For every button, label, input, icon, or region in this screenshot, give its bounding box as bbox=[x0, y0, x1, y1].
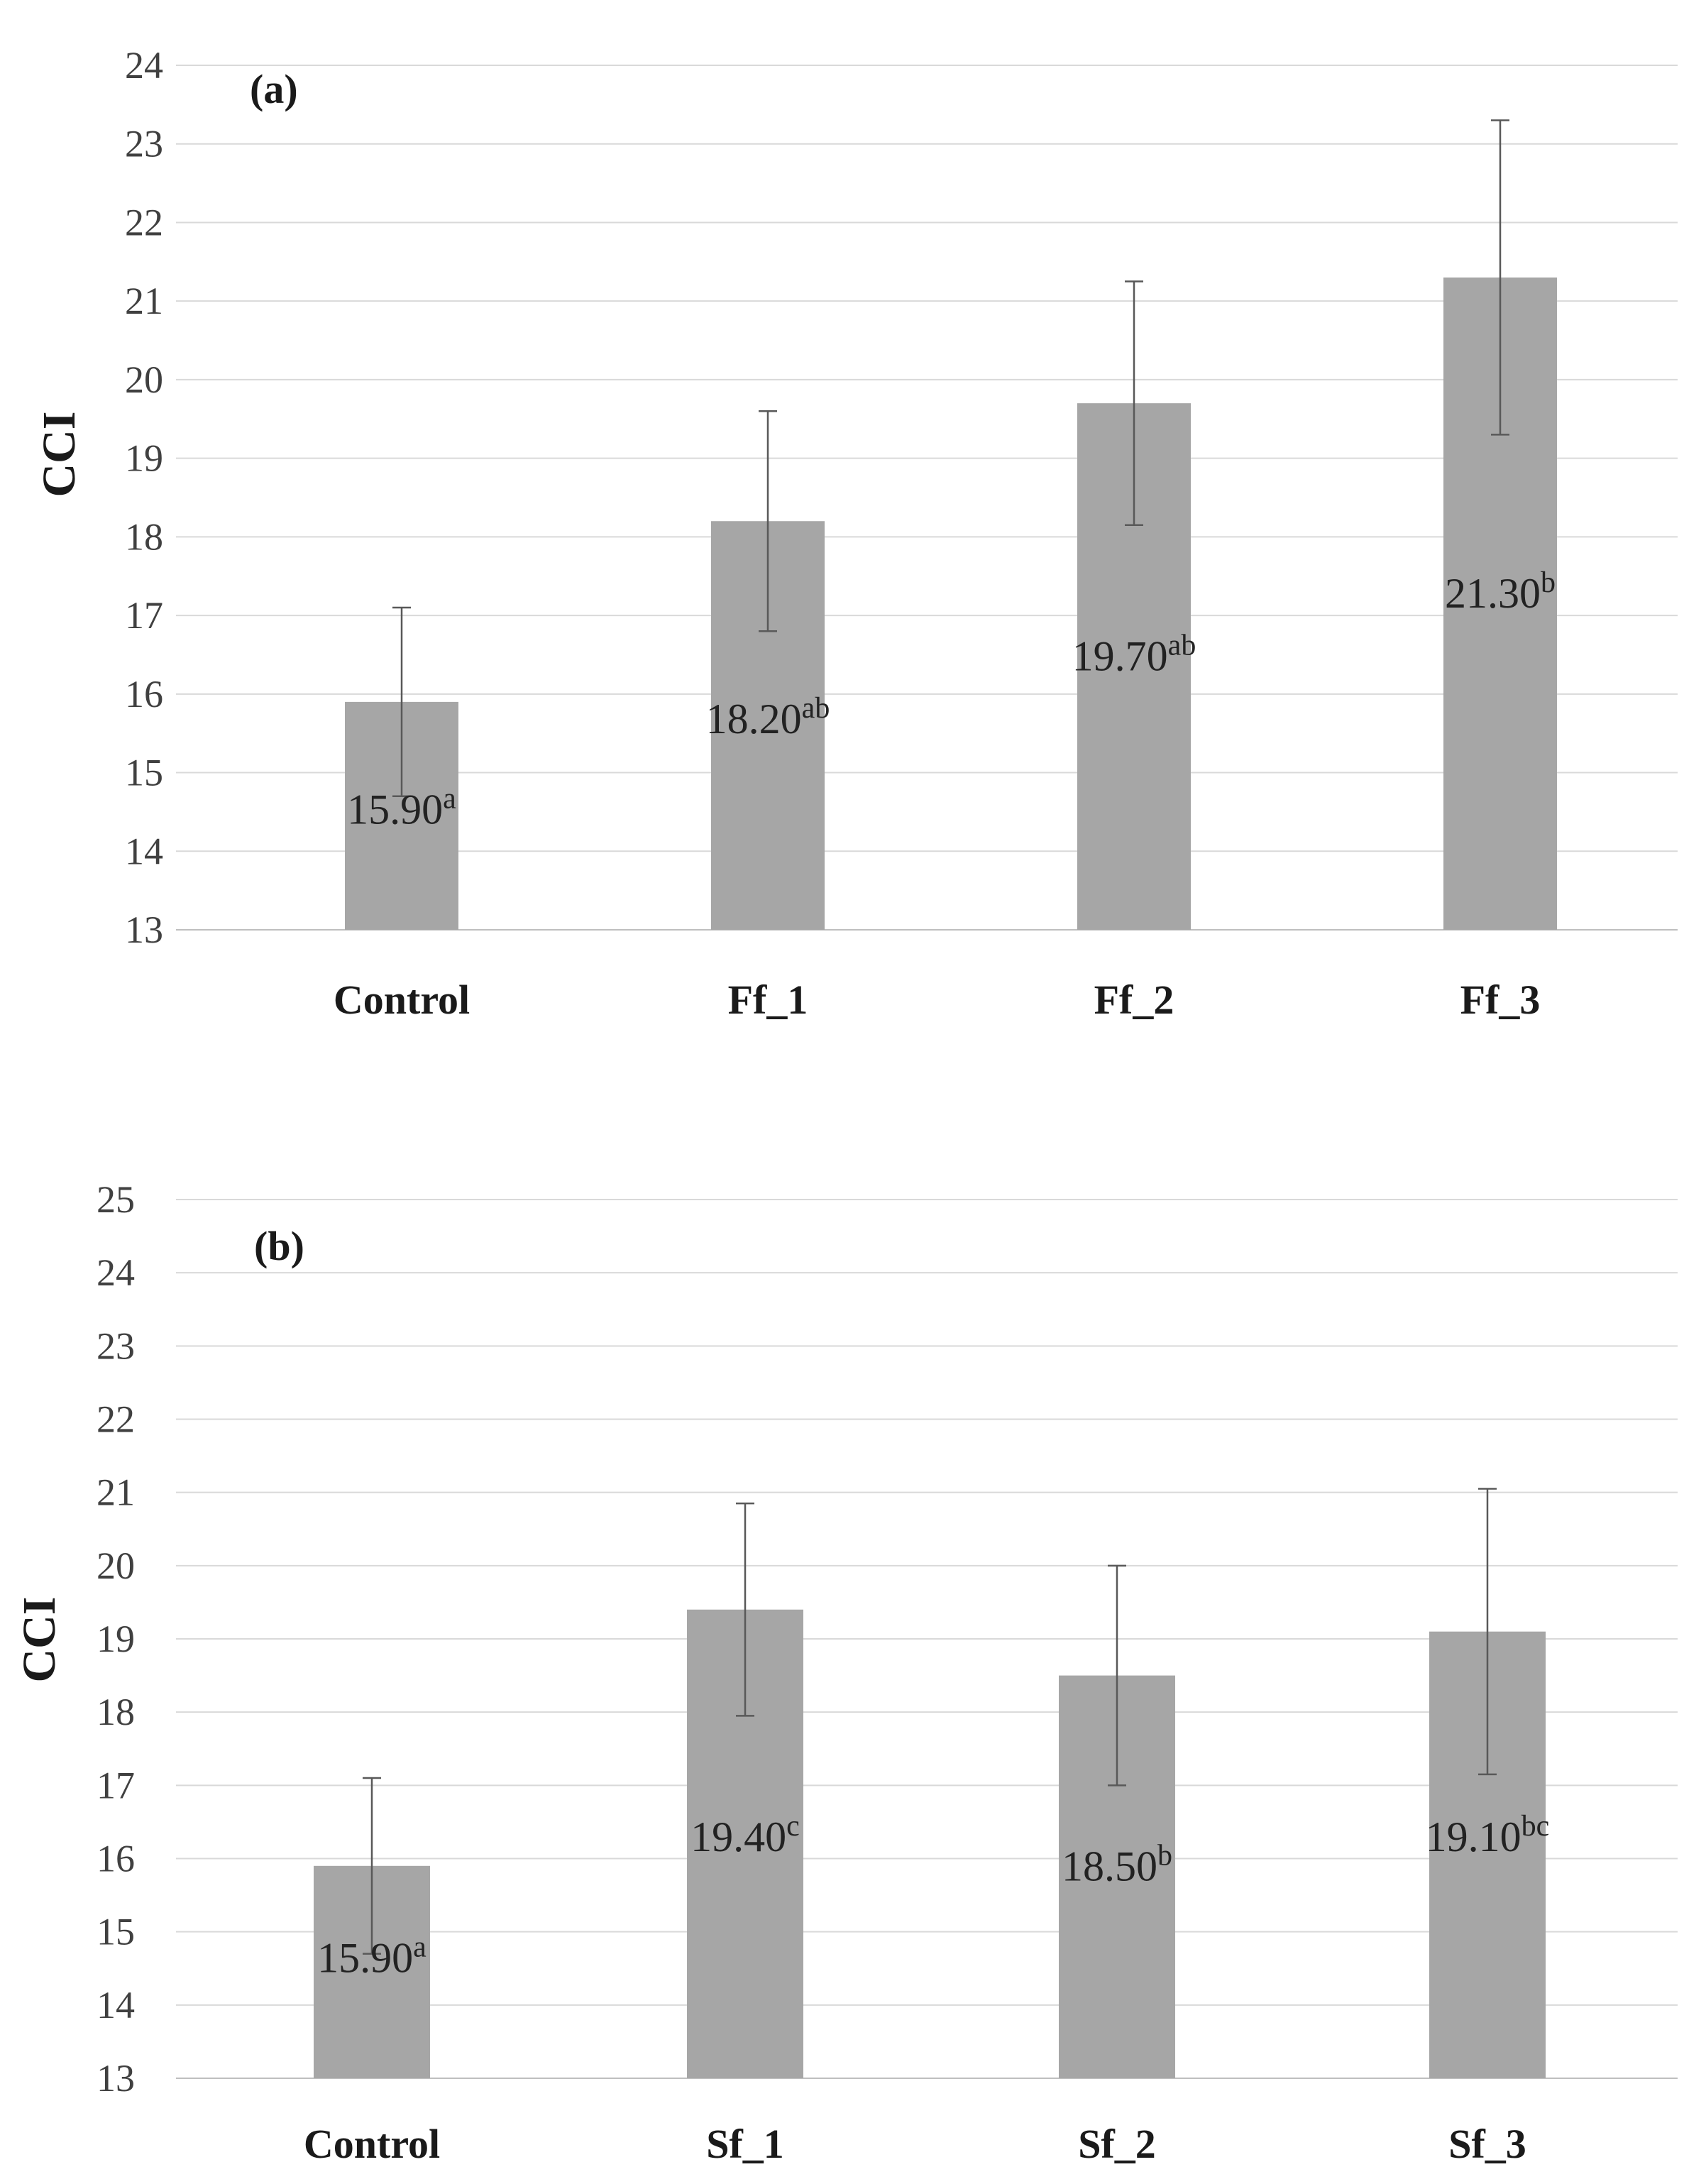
panel-b-y-axis-label: CCI bbox=[13, 1596, 65, 1682]
panel-b-data-label: 15.90a bbox=[317, 1931, 426, 1981]
panel-a-x-tick-label: Control bbox=[334, 977, 470, 1023]
panel-a-data-label: 21.30b bbox=[1445, 566, 1556, 617]
panel-b-x-tick-label: Sf_3 bbox=[1448, 2121, 1526, 2167]
panel-b-data-label: 19.10bc bbox=[1426, 1810, 1550, 1860]
panel-b-y-tick-label: 25 bbox=[97, 1178, 135, 1221]
panel-a-data-label: 19.70ab bbox=[1072, 630, 1196, 680]
panel-a-y-tick-label: 21 bbox=[125, 280, 163, 322]
panel-b-x-tick-label: Control bbox=[304, 2121, 440, 2167]
panel-b-y-tick-label: 15 bbox=[97, 1911, 135, 1953]
panel-a-y-tick-label: 16 bbox=[125, 673, 163, 715]
panel-a-y-tick-label: 18 bbox=[125, 515, 163, 558]
panel-b-y-tick-label: 19 bbox=[97, 1618, 135, 1660]
panel-b-y-tick-label: 14 bbox=[97, 1984, 135, 2026]
panel-a-y-tick-label: 13 bbox=[125, 909, 163, 951]
panel-a-y-tick-label: 20 bbox=[125, 358, 163, 401]
panel-b-y-tick-label: 16 bbox=[97, 1838, 135, 1880]
panel-b-x-tick-label: Sf_2 bbox=[1078, 2121, 1156, 2167]
panel-a-x-tick-label: Ff_1 bbox=[728, 977, 808, 1023]
chart-panel-a: 13 14 15 16 17 18 19 20 21 22 23 24 CCI (a) 15.90a Cont… bbox=[33, 44, 1678, 1023]
panel-a-y-tick-label: 17 bbox=[125, 594, 163, 637]
panel-b-y-tick-label: 22 bbox=[97, 1398, 135, 1441]
chart-panel-b: 13 14 15 16 17 18 19 20 21 22 23 24 25 CCI (b) 15.90a Co… bbox=[13, 1178, 1678, 2167]
panel-b-y-tick-label: 23 bbox=[97, 1324, 135, 1367]
panel-b-y-tick-label: 18 bbox=[97, 1691, 135, 1733]
panel-b-data-label: 18.50b bbox=[1062, 1839, 1172, 1889]
panel-a-y-tick-label: 22 bbox=[125, 201, 163, 243]
panel-a-data-label: 15.90a bbox=[347, 783, 456, 833]
panel-a-panel-label: (a) bbox=[250, 66, 298, 112]
panel-b-y-tick-label: 13 bbox=[97, 2057, 135, 2100]
panel-b-y-tick-label: 20 bbox=[97, 1544, 135, 1587]
panel-a-y-tick-label: 24 bbox=[125, 44, 163, 87]
panel-a-y-tick-label: 19 bbox=[125, 437, 163, 480]
panel-b-x-tick-label: Sf_1 bbox=[706, 2121, 784, 2167]
panel-a-x-tick-label: Ff_2 bbox=[1094, 977, 1174, 1023]
panel-b-y-tick-label: 24 bbox=[97, 1251, 135, 1294]
panel-b-panel-label: (b) bbox=[254, 1223, 304, 1269]
panel-a-x-tick-label: Ff_3 bbox=[1460, 977, 1541, 1023]
panel-b-y-tick-label: 17 bbox=[97, 1764, 135, 1806]
panel-b-data-label: 19.40c bbox=[690, 1810, 800, 1860]
panel-a-data-label: 18.20ab bbox=[706, 692, 830, 742]
panel-a-y-tick-label: 14 bbox=[125, 830, 163, 872]
panel-a-y-tick-label: 15 bbox=[125, 752, 163, 794]
panel-a-y-axis-label: CCI bbox=[33, 411, 85, 497]
panel-b-y-tick-label: 21 bbox=[97, 1471, 135, 1514]
panel-a-y-tick-label: 23 bbox=[125, 123, 163, 165]
